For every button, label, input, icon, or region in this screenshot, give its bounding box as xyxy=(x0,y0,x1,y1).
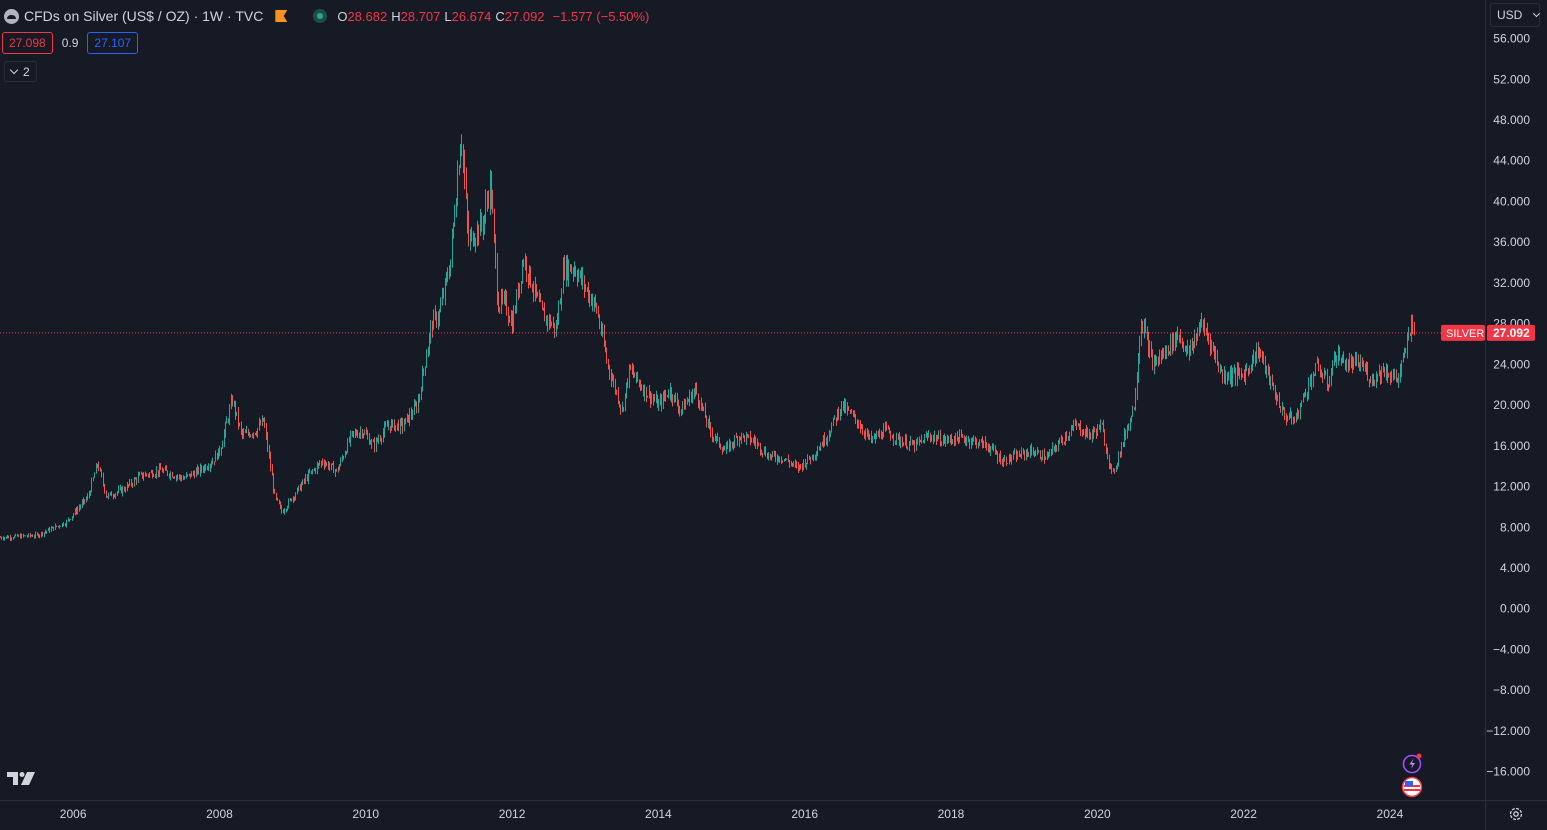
x-tick-label: 2018 xyxy=(938,807,965,821)
change-value: −1.577 (−5.50%) xyxy=(552,8,650,24)
x-tick-label: 2010 xyxy=(352,807,379,821)
close-value: 27.092 xyxy=(504,8,545,24)
price-label-symbol: SILVER xyxy=(1446,328,1484,340)
price-label-value: 27.092 xyxy=(1493,326,1530,340)
y-tick-label: 56.000 xyxy=(1493,32,1530,46)
y-tick-label: 4.000 xyxy=(1500,561,1530,575)
y-tick-label: 24.000 xyxy=(1493,357,1530,371)
y-tick-label: 8.000 xyxy=(1500,520,1530,534)
candlestick-series xyxy=(0,134,1415,541)
lightning-icon[interactable] xyxy=(1401,752,1423,774)
y-tick-label: 32.000 xyxy=(1493,276,1530,290)
flag-icon[interactable] xyxy=(275,10,288,22)
market-status-icon[interactable] xyxy=(313,9,328,23)
y-tick-label: 0.000 xyxy=(1500,602,1530,616)
y-tick-label: 20.000 xyxy=(1493,398,1530,412)
sell-price-button[interactable]: 27.098 xyxy=(2,32,53,54)
buy-price-button[interactable]: 27.107 xyxy=(87,32,139,54)
high-label: H xyxy=(391,8,401,24)
y-tick-label: 36.000 xyxy=(1493,235,1530,249)
x-tick-label: 2016 xyxy=(791,807,818,821)
low-label: L xyxy=(444,8,452,24)
last-price-label: SILVER 27.092 xyxy=(1441,324,1535,341)
open-label: O xyxy=(337,8,348,24)
y-tick-label: 44.000 xyxy=(1493,154,1530,168)
ohlc-values: O28.682 H28.707 L26.674 C27.092 −1.577 (… xyxy=(337,9,649,24)
currency-label: USD xyxy=(1497,8,1523,22)
x-tick-label: 2024 xyxy=(1377,807,1404,821)
chevron-down-icon xyxy=(9,65,19,75)
bid-ask-row: 27.098 0.9 27.107 xyxy=(2,32,139,54)
currency-selector[interactable]: USD xyxy=(1490,3,1541,27)
indicators-toggle-button[interactable]: 2 xyxy=(4,61,37,82)
y-tick-label: −16.000 xyxy=(1486,765,1530,779)
time-axis: 2006 2008 2010 2012 2014 2016 2018 2020 2022 2024 xyxy=(60,807,1404,821)
y-tick-label: −12.000 xyxy=(1486,724,1530,738)
x-tick-label: 2022 xyxy=(1230,807,1257,821)
open-value: 28.682 xyxy=(347,8,388,24)
tradingview-logo-icon[interactable] xyxy=(6,769,38,789)
y-tick-label: −4.000 xyxy=(1493,642,1530,656)
us-flag-icon[interactable] xyxy=(1401,776,1423,798)
symbol-title[interactable]: CFDs on Silver (US$ / OZ) · 1W · TVC xyxy=(24,8,264,24)
y-tick-label: 52.000 xyxy=(1493,72,1530,86)
symbol-logo-icon xyxy=(4,8,19,24)
x-tick-label: 2008 xyxy=(206,807,233,821)
chevron-down-icon xyxy=(1533,10,1541,17)
x-tick-label: 2020 xyxy=(1084,807,1111,821)
gear-icon[interactable] xyxy=(1508,806,1524,822)
y-tick-label: 40.000 xyxy=(1493,194,1530,208)
symbol-legend: CFDs on Silver (US$ / OZ) · 1W · TVC O28… xyxy=(4,6,649,26)
spread-value: 0.9 xyxy=(61,36,79,50)
y-tick-label: −8.000 xyxy=(1493,683,1530,697)
y-tick-label: 16.000 xyxy=(1493,439,1530,453)
x-tick-label: 2012 xyxy=(499,807,526,821)
y-tick-label: 12.000 xyxy=(1493,480,1530,494)
y-tick-label: 48.000 xyxy=(1493,113,1530,127)
price-axis: 56.000 52.000 48.000 44.000 40.000 36.000 32.0… xyxy=(1486,32,1530,779)
x-tick-label: 2014 xyxy=(645,807,672,821)
close-label: C xyxy=(495,8,505,24)
indicators-count: 2 xyxy=(23,64,30,79)
high-value: 28.707 xyxy=(400,8,441,24)
x-tick-label: 2006 xyxy=(60,807,87,821)
low-value: 26.674 xyxy=(451,8,492,24)
